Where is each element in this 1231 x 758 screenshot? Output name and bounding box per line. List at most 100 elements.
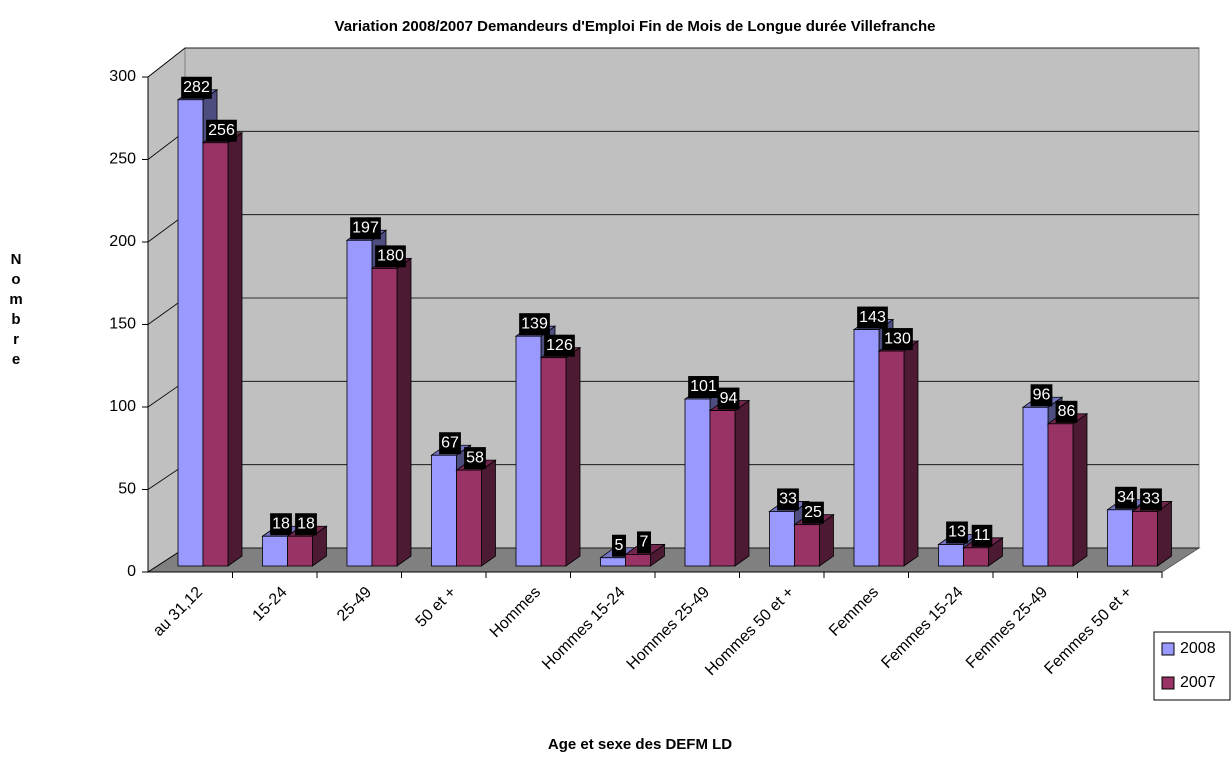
value-label-bg [519,313,550,336]
bar-front [963,547,989,567]
x-tick-label: 15-24 [250,584,291,625]
value-label-bg [1030,384,1053,407]
bar-front [1132,511,1158,567]
chart-title: Variation 2008/2007 Demandeurs d'Emploi … [335,18,936,35]
grid-line [147,47,1199,78]
x-tick-label: 50 et + [413,584,460,631]
y-axis-label-letter: o [11,271,20,288]
legend-label: 2007 [1180,674,1216,691]
value-label-bg [295,513,317,536]
value-label-bg [350,217,381,240]
value-label-bg [971,524,993,547]
y-axis-label-letter: e [12,351,20,368]
legend-label: 2008 [1180,640,1216,657]
x-axis-label: Age et sexe des DEFM LD [548,736,732,753]
y-tick-label: 200 [109,233,136,250]
bar [1131,500,1173,567]
bar-front [540,357,567,567]
x-tick-label: Hommes 15-24 [539,584,628,673]
value-label: 5 [615,537,624,554]
bar-front [515,335,542,567]
value-label-bg [464,447,486,470]
bar-front [1107,509,1133,567]
value-label: 86 [1058,403,1076,420]
bar-side [903,340,919,567]
bar-front [709,410,736,567]
value-label: 25 [804,504,822,521]
value-label-bg [181,76,212,99]
value-label: 13 [948,524,966,541]
value-label: 197 [352,220,379,237]
bar-front [600,557,626,567]
value-label: 18 [272,515,290,532]
y-tick-label: 150 [109,316,136,333]
bar [708,399,751,567]
y-axis-label-letter: N [11,251,22,268]
y-axis-label-letter: m [9,291,22,308]
y-tick-label: 100 [109,398,136,415]
x-tick-label: Hommes 25-49 [624,584,713,673]
value-label-bg [206,119,237,142]
value-label: 126 [546,337,573,354]
x-tick-label: Femmes [826,584,882,640]
bar-front [938,544,964,567]
y-tick-label: 250 [109,151,136,168]
bar-side [565,346,581,567]
value-label: 33 [779,491,797,508]
value-label: 130 [884,330,911,347]
y-axis-label-letter: r [13,331,19,348]
value-label-bg [1055,400,1078,423]
x-tick-label: Hommes [487,584,544,641]
value-label: 96 [1033,386,1051,403]
bar [1046,413,1089,567]
bar-front [878,350,905,567]
bar-front [262,535,288,567]
value-label-bg [612,534,626,557]
value-label-bg [717,387,740,410]
y-tick-label: 50 [118,481,136,498]
legend: 2008 2007 [1153,631,1231,701]
bar-front [1022,406,1049,567]
value-label: 143 [859,309,886,326]
value-label: 33 [1142,491,1160,508]
bar-front [177,99,204,567]
value-label: 256 [208,122,235,139]
bar [370,257,413,567]
value-label: 101 [690,378,717,395]
value-label-bg [688,376,719,399]
bar [539,346,582,567]
value-label-bg [270,513,292,536]
value-label: 67 [441,434,459,451]
bar-front [346,239,373,567]
x-tick-label: Femmes 25-49 [963,584,1051,672]
value-label: 94 [720,390,738,407]
x-tick-label: 25-49 [334,584,375,625]
value-label: 58 [466,449,484,466]
legend-swatch [1161,676,1175,690]
bar-side [734,399,750,567]
bar-front [794,524,820,567]
value-label-bg [777,488,799,511]
value-label-bg [1115,486,1137,509]
value-label-bg [1140,488,1162,511]
value-label-bg [857,306,888,329]
value-label-bg [882,328,913,351]
x-tick-label: Femmes 50 et + [1041,584,1135,678]
value-label: 180 [377,248,404,265]
bar-side [481,459,496,567]
legend-swatch [1161,642,1175,656]
value-label: 282 [183,79,210,96]
bar-front [769,511,795,567]
bar-front [431,454,457,567]
value-label-bg [637,531,651,554]
bar-front [456,469,482,567]
x-tick-label: Femmes 15-24 [878,584,966,672]
bar-front [287,535,313,567]
bar-front [625,554,651,567]
bar [877,340,920,567]
value-label-bg [439,432,461,455]
value-label: 7 [640,534,649,551]
x-tick-label: au 31,12 [150,584,206,640]
